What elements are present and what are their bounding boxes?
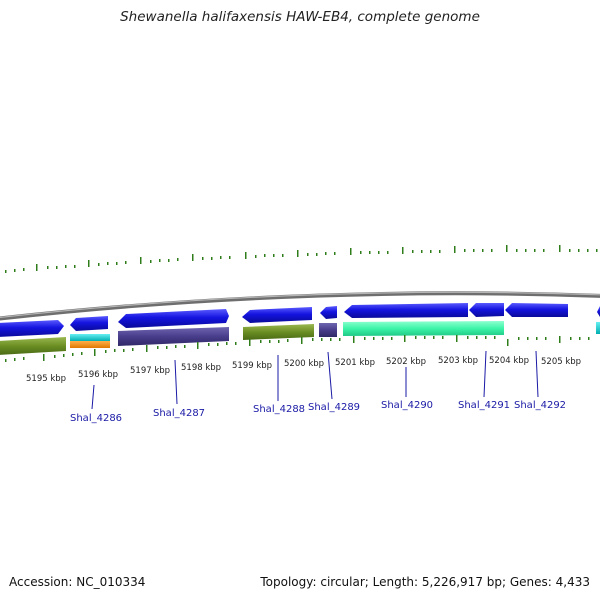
gene-label-shal-4291[interactable]: Shal_4291 <box>458 400 510 411</box>
genome-summary-text: Topology: circular; Length: 5,226,917 bp… <box>260 575 590 589</box>
gene-label-shal-4286[interactable]: Shal_4286 <box>70 413 122 424</box>
kbp-label: 5199 kbp <box>232 361 272 371</box>
gene-label-shal-4288[interactable]: Shal_4288 <box>253 404 305 415</box>
kbp-label: 5203 kbp <box>438 356 478 366</box>
kbp-label: 5205 kbp <box>541 357 581 367</box>
kbp-label: 5196 kbp <box>78 370 118 380</box>
cds-track-strand-2 <box>0 321 600 355</box>
genome-backbone <box>0 291 600 321</box>
gene-label-shal-4289[interactable]: Shal_4289 <box>308 402 360 413</box>
kbp-label: 5197 kbp <box>130 366 170 376</box>
kbp-label: 5195 kbp <box>26 374 66 384</box>
kbp-label: 5202 kbp <box>386 357 426 367</box>
kbp-label: 5200 kbp <box>284 359 324 369</box>
cds-track-strand-1 <box>0 303 600 337</box>
outer-tick-track <box>5 245 598 273</box>
kbp-label: 5198 kbp <box>181 363 221 373</box>
gene-labels: Shal_4286 Shal_4287 Shal_4288 Shal_4289 … <box>70 400 566 424</box>
gene-label-shal-4292[interactable]: Shal_4292 <box>514 400 566 411</box>
inner-tick-track <box>5 335 590 362</box>
gene-label-shal-4290[interactable]: Shal_4290 <box>381 400 433 411</box>
map-title: Shewanella halifaxensis HAW-EB4, complet… <box>120 9 480 25</box>
kbp-label: 5201 kbp <box>335 358 375 368</box>
accession-text: Accession: NC_010334 <box>9 575 146 589</box>
kbp-label: 5204 kbp <box>489 356 529 366</box>
ruler-labels: 5195 kbp 5196 kbp 5197 kbp 5198 kbp 5199… <box>26 356 581 384</box>
gene-label-shal-4287[interactable]: Shal_4287 <box>153 408 205 419</box>
gene-leader-lines <box>91 350 539 410</box>
